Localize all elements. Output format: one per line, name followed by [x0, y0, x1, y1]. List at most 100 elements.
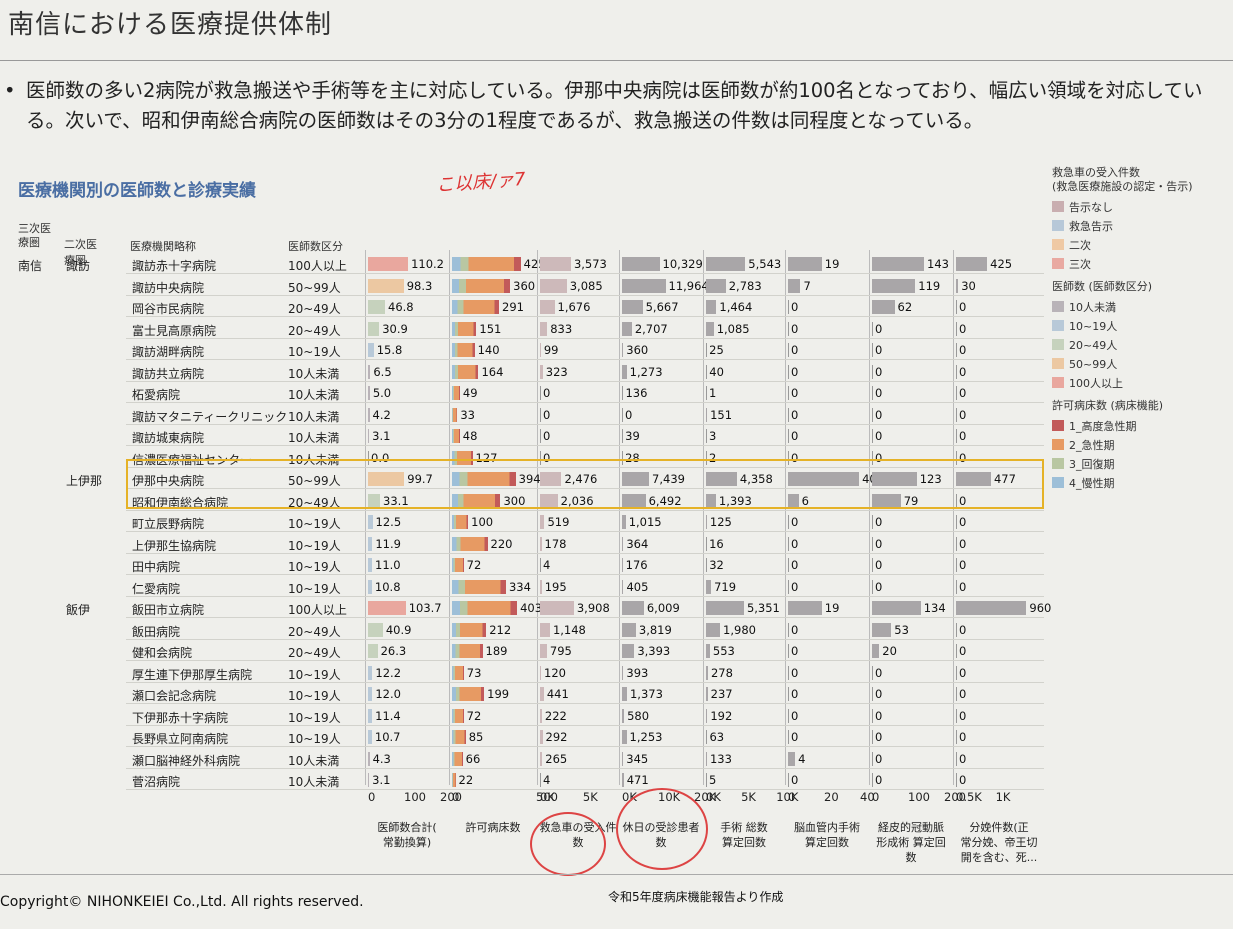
- bar-ambulance: [540, 472, 562, 486]
- row-divider: [126, 617, 1044, 618]
- value-label-beds: 291: [502, 300, 524, 314]
- facility-name: 飯田病院: [132, 624, 181, 639]
- row-divider: [126, 273, 1044, 274]
- bar-surgery: [706, 300, 717, 314]
- bar-delivery: [956, 751, 957, 766]
- value-label-surgery: 237: [710, 687, 733, 701]
- bar-beds: [452, 278, 511, 293]
- bar-delivery: [956, 536, 957, 551]
- value-label-delivery: 0: [959, 429, 967, 443]
- facility-name: 諏訪城東病院: [132, 431, 205, 445]
- value-label-beds: 220: [490, 536, 513, 551]
- bar-pci: [872, 278, 916, 293]
- bar-beds: [452, 579, 506, 594]
- header-doctor-class: 医師数区分: [288, 240, 343, 253]
- value-label-surgery: 553: [712, 644, 735, 658]
- bar-pci: [872, 644, 880, 658]
- value-label-cerebro: 0: [791, 450, 799, 465]
- column-separator: [619, 250, 620, 785]
- bar-doctors: [368, 493, 381, 508]
- value-label-delivery: 0: [959, 515, 967, 529]
- value-label-delivery: 477: [993, 472, 1016, 486]
- bar-cerebro: [788, 665, 789, 680]
- doctor-class: 10~19人: [288, 345, 341, 359]
- value-label-surgery: 4,358: [739, 472, 773, 486]
- bar-doctors: [368, 407, 370, 422]
- value-label-surgery: 40: [709, 364, 724, 379]
- bar-delivery: [956, 364, 957, 379]
- bar-beds: [452, 601, 518, 615]
- value-label-offhours: 3,393: [637, 644, 671, 658]
- bar-beds: [452, 558, 464, 572]
- bar-cerebro: [788, 343, 789, 357]
- value-label-ambulance: 519: [547, 515, 570, 529]
- bar-ambulance: [540, 321, 548, 336]
- value-label-offhours: 1,015: [628, 515, 662, 529]
- bar-offhours: [622, 386, 623, 400]
- doctor-class: 10人未満: [288, 775, 340, 789]
- bar-pci: [872, 407, 873, 422]
- facility-name: 諏訪共立病院: [132, 366, 205, 381]
- value-label-ambulance: 0: [543, 386, 551, 400]
- bar-delivery: [956, 407, 957, 422]
- bar-pci: [872, 450, 873, 465]
- highlight-box: [126, 459, 1044, 509]
- value-label-delivery: 0: [959, 751, 967, 766]
- value-label-surgery: 1,085: [716, 321, 750, 336]
- bar-cerebro: [788, 472, 860, 486]
- bar-surgery: [706, 493, 716, 508]
- bar-ambulance: [540, 687, 544, 701]
- summary-text: 医師数の多い2病院が救急搬送や手術等を主に対応している。伊那中央病院は医師数が約…: [26, 79, 1203, 132]
- value-label-cerebro: 0: [791, 665, 799, 680]
- value-label-cerebro: 0: [791, 644, 799, 658]
- value-label-ambulance: 0: [543, 407, 551, 422]
- value-label-cerebro: 19: [824, 601, 840, 615]
- bar-offhours: [622, 558, 623, 572]
- value-label-beds: 394: [518, 472, 541, 486]
- value-label-surgery: 1,393: [718, 493, 752, 508]
- value-label-cerebro: 0: [791, 300, 799, 314]
- axis-tick-surgery: 10K: [776, 790, 799, 804]
- row-divider: [126, 767, 1044, 769]
- title-divider: [0, 60, 1233, 61]
- bar-cerebro: [788, 579, 789, 594]
- bar-offhours: [622, 429, 623, 443]
- facility-name: 瀬口脳神経外科病院: [132, 753, 241, 768]
- row-divider: [126, 359, 1044, 360]
- bar-delivery: [956, 386, 957, 400]
- bar-pci: [872, 257, 924, 271]
- header-region3: 三次医療圏: [18, 222, 51, 249]
- bar-beds: [452, 321, 477, 336]
- value-label-doctors: 6.5: [373, 364, 392, 379]
- bar-offhours: [622, 687, 627, 701]
- value-label-pci: 0: [875, 515, 883, 529]
- bar-pci: [872, 429, 873, 443]
- bar-offhours: [622, 773, 624, 787]
- value-label-ambulance: 795: [549, 644, 572, 658]
- bar-ambulance: [540, 751, 543, 766]
- value-label-doctors: 26.3: [380, 644, 407, 658]
- axis-label-cerebro: 脳血管内手術 算定回数: [794, 821, 860, 849]
- value-label-offhours: 11,964: [668, 278, 709, 293]
- bar-surgery: [706, 687, 708, 701]
- legend-label: 10~19人: [1069, 319, 1118, 333]
- legend-item: 100人以上: [1052, 376, 1230, 390]
- value-label-doctors: 12.2: [375, 665, 402, 680]
- bar-ambulance: [540, 515, 545, 529]
- value-label-doctors: 11.9: [375, 536, 401, 551]
- value-label-beds: 127: [475, 450, 498, 465]
- value-label-delivery: 0: [959, 558, 967, 572]
- bar-cerebro: [788, 687, 789, 701]
- region2-label: 上伊那: [66, 474, 103, 488]
- bar-doctors: [368, 450, 369, 465]
- bar-surgery: [706, 429, 707, 443]
- doctor-class: 10~19人: [288, 667, 341, 682]
- value-label-offhours: 6,009: [646, 601, 680, 615]
- value-label-doctors: 30.9: [382, 321, 408, 336]
- value-label-delivery: 0: [959, 773, 967, 787]
- value-label-offhours: 3,819: [638, 622, 672, 637]
- handwritten-note: こ以床/ァ7: [435, 168, 527, 197]
- footer-divider: [0, 874, 1233, 875]
- bar-ambulance: [540, 429, 541, 443]
- legend-label: 100人以上: [1069, 376, 1123, 390]
